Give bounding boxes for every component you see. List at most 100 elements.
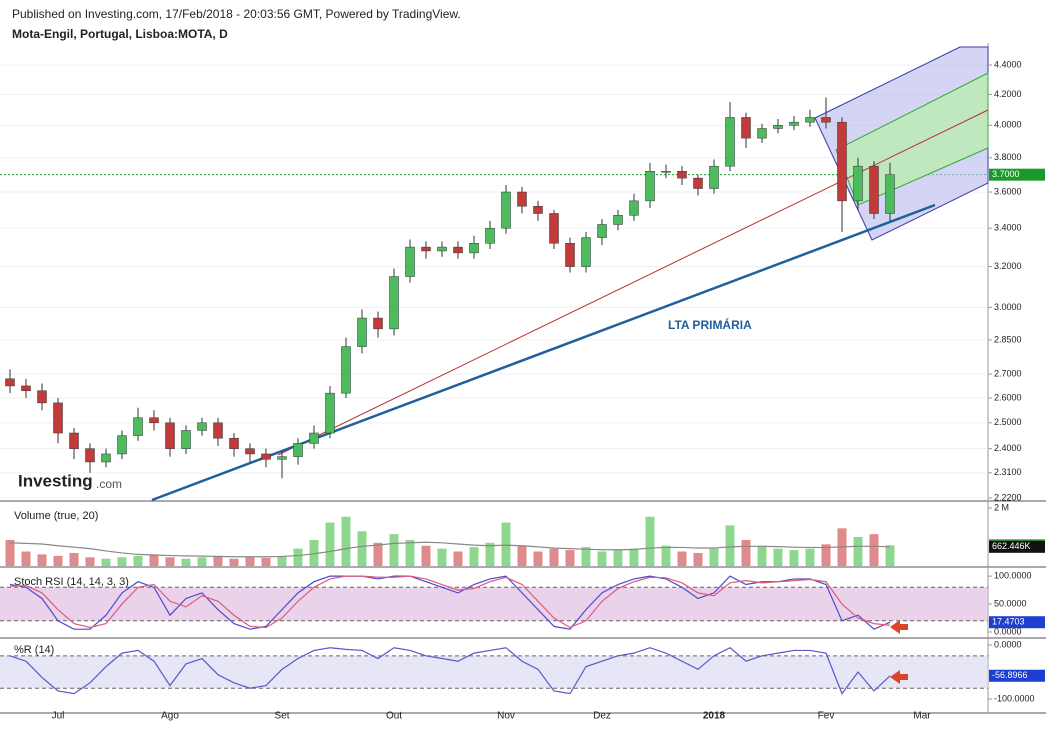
candle-body	[325, 392, 335, 434]
candle-body	[21, 385, 31, 391]
volume-bar	[293, 548, 303, 566]
volume-bar	[741, 539, 751, 566]
volume-bar	[773, 548, 783, 566]
volume-bar	[629, 548, 639, 566]
candle-body	[741, 117, 751, 139]
y-tick-label: 3.0000	[994, 302, 1022, 312]
x-tick-label: Mar	[913, 711, 931, 722]
candle-body	[181, 430, 191, 449]
volume-bar	[421, 545, 431, 566]
volume-bar	[261, 557, 271, 566]
volume-bar	[245, 557, 255, 566]
y-tick-label: 0.0000	[994, 639, 1022, 649]
candle-body	[293, 443, 303, 457]
candle-body	[5, 378, 15, 387]
volume-bar	[757, 545, 767, 566]
candle-body	[629, 200, 639, 216]
volume-bar	[565, 550, 575, 566]
annotation: LTA PRIMÁRIA	[668, 317, 752, 332]
candle-body	[725, 117, 735, 167]
volume-bar	[709, 548, 719, 566]
logo-suffix: .com	[96, 477, 122, 491]
y-tick-label: 2.2200	[994, 492, 1022, 502]
candle-body	[533, 205, 543, 214]
x-tick-label: Nov	[497, 711, 515, 722]
volume-bar	[21, 551, 31, 566]
candle-body	[821, 117, 831, 123]
pane-title: Stoch RSI (14, 14, 3, 3)	[14, 576, 129, 588]
candle-body	[85, 448, 95, 463]
candle-body	[613, 215, 623, 225]
candle-body	[469, 243, 479, 254]
volume-bar	[101, 558, 111, 566]
pane-title: Volume (true, 20)	[14, 510, 98, 522]
candle-body	[101, 453, 111, 463]
y-tick-label: 2.4000	[994, 443, 1022, 453]
y-tick-label: 3.4000	[994, 223, 1022, 233]
band	[0, 587, 988, 621]
candle-body	[677, 171, 687, 179]
volume-bar	[181, 558, 191, 566]
x-tick-label: Set	[274, 711, 289, 722]
value-tag-label: 3.7000	[992, 169, 1020, 179]
candle-body	[229, 437, 239, 449]
volume-bar	[405, 539, 415, 566]
candle-body	[645, 171, 655, 202]
value-tag-label: 662.446K	[992, 541, 1031, 551]
candle-body	[405, 246, 415, 277]
y-tick-label: 4.0000	[994, 120, 1022, 130]
series-line	[9, 647, 891, 695]
volume-bar	[581, 547, 591, 566]
candle-body	[213, 422, 223, 439]
volume-bar	[117, 557, 127, 566]
value-tag	[989, 669, 1045, 682]
volume-bar	[85, 557, 95, 566]
y-tick-label: 2.7000	[994, 368, 1022, 378]
series-line	[9, 575, 891, 630]
candle-body	[373, 317, 383, 330]
volume-bar	[501, 522, 511, 566]
volume-bar	[805, 548, 815, 566]
trend-line	[151, 203, 936, 502]
volume-bar	[453, 551, 463, 566]
value-tag	[989, 168, 1045, 181]
candle-body	[661, 171, 671, 173]
candle-body	[53, 402, 63, 434]
candle-body	[389, 276, 399, 330]
y-tick-label: 3.2000	[994, 261, 1022, 271]
volume-bar	[341, 516, 351, 566]
volume-bar	[677, 551, 687, 566]
volume-bar	[213, 555, 223, 566]
arrow	[890, 670, 908, 684]
candle-body	[37, 390, 47, 404]
candle-body	[885, 174, 895, 214]
volume-bar	[693, 552, 703, 566]
candle-body	[805, 117, 815, 123]
volume-bar	[53, 555, 63, 566]
volume-bar	[613, 550, 623, 566]
volume-bar	[517, 545, 527, 566]
candle-body	[133, 417, 143, 436]
volume-bar	[549, 548, 559, 566]
y-tick-label: 3.8000	[994, 152, 1022, 162]
y-tick-label: 4.2000	[994, 89, 1022, 99]
published: Published on Investing.com, 17/Feb/2018 …	[12, 7, 461, 21]
volume-bar	[69, 552, 79, 566]
y-tick-label: 50.0000	[994, 598, 1027, 608]
y-tick-label: 2.8500	[994, 334, 1022, 344]
volume-bar	[485, 542, 495, 566]
volume-bar	[853, 537, 863, 566]
x-tick-label: Ago	[161, 711, 179, 722]
candle-body	[773, 125, 783, 129]
candle-body	[357, 317, 367, 347]
candle-body	[693, 177, 703, 189]
volume-bar	[789, 550, 799, 566]
volume-bar	[149, 554, 159, 566]
pane-title: %R (14)	[14, 644, 54, 656]
candle-body	[485, 227, 495, 244]
y-tick-label: 2 M	[994, 502, 1009, 512]
candle-body	[277, 456, 287, 460]
symbol: Mota-Engil, Portugal, Lisboa:MOTA, D	[12, 27, 228, 41]
candle-body	[853, 165, 863, 202]
